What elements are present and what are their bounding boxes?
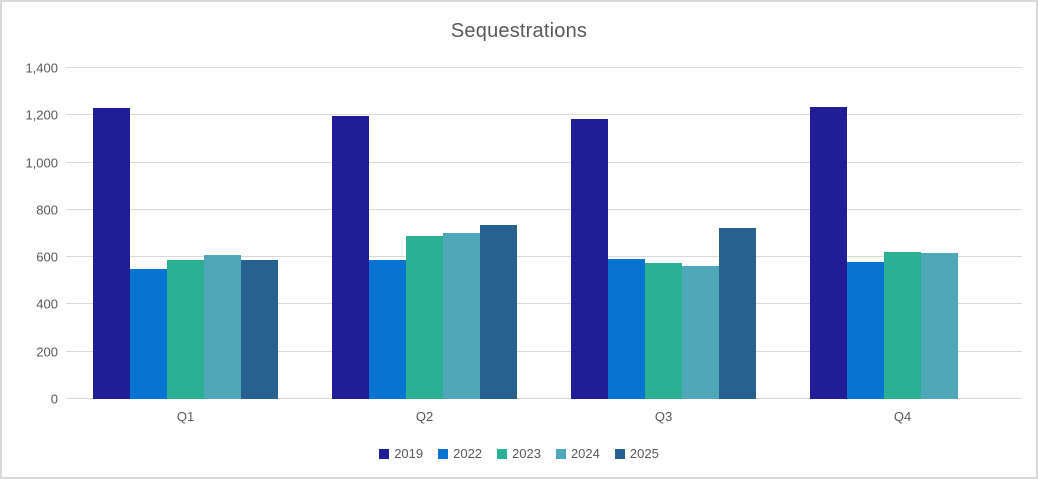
plot-area: [66, 67, 1022, 399]
y-tick-label-1000: 1,000: [25, 155, 58, 171]
legend-swatch-icon-2024: [555, 448, 566, 459]
bar-2022-q3: [608, 259, 645, 399]
y-tick-label-0: 0: [50, 391, 58, 407]
bar-group-q2: [305, 68, 544, 399]
gridline-400: [66, 303, 1022, 305]
legend: 2019 2022 2023 2024 2025: [2, 446, 1036, 461]
x-tick-label-q4: Q4: [893, 409, 912, 424]
y-tick-label-600: 600: [36, 249, 58, 265]
y-tick-label-400: 400: [36, 296, 58, 312]
gridline-1000: [66, 161, 1022, 163]
x-tick-label-q1: Q1: [176, 409, 195, 424]
x-axis: Q1 Q2 Q3 Q4: [66, 409, 1022, 424]
legend-label-2023: 2023: [512, 446, 541, 461]
bar-2023-q3: [645, 262, 682, 399]
bar-2022-q4: [847, 262, 884, 399]
bar-2025-q1: [241, 259, 278, 399]
legend-swatch-icon-2019: [379, 448, 390, 459]
legend-item-2024: 2024: [555, 446, 600, 461]
bar-2024-q4: [921, 253, 958, 399]
gridline-1200: [66, 114, 1022, 116]
bar-2024-q1: [204, 255, 241, 399]
legend-label-2025: 2025: [629, 446, 659, 461]
bar-2019-q3: [571, 119, 608, 399]
legend-swatch-icon-2025: [614, 448, 625, 459]
bar-2025-q2: [480, 224, 517, 399]
legend-swatch-icon-2023: [497, 448, 508, 459]
y-tick-label-200: 200: [36, 344, 58, 360]
bar-2019-q1: [93, 107, 130, 399]
legend-item-2022: 2022: [438, 446, 482, 461]
gridline-200: [66, 350, 1022, 352]
legend-item-2019: 2019: [379, 446, 423, 461]
y-tick-label-800: 800: [36, 202, 58, 218]
legend-label-2022: 2022: [453, 446, 483, 461]
bar-2019-q4: [810, 106, 847, 399]
bar-group-q4: [783, 68, 1022, 399]
bar-2019-q2: [332, 116, 369, 399]
bar-group-q3: [544, 68, 783, 399]
bar-2022-q1: [130, 268, 167, 399]
y-tick-label-1200: 1,200: [25, 107, 58, 123]
legend-item-2023: 2023: [497, 446, 541, 461]
gridline-0: [66, 398, 1022, 399]
bar-2025-q3: [719, 228, 756, 399]
bar-2024-q3: [682, 265, 719, 399]
bar-2023-q1: [167, 259, 204, 399]
bar-2023-q2: [406, 235, 443, 399]
legend-swatch-icon-2022: [438, 448, 449, 459]
y-axis: 0 200 400 600 800 1,000 1,200 1,400: [2, 61, 58, 407]
bar-2022-q2: [369, 260, 406, 399]
x-tick-label-q2: Q2: [415, 409, 434, 424]
bar-groups: [66, 68, 1022, 399]
chart-title: Sequestrations: [450, 20, 588, 42]
y-tick-label-1400: 1,400: [25, 60, 58, 76]
legend-label-2019: 2019: [394, 446, 424, 461]
gridline-1400: [66, 67, 1022, 68]
bar-2023-q4: [884, 252, 921, 399]
legend-item-2025: 2025: [614, 446, 659, 461]
gridline-800: [66, 208, 1022, 210]
x-tick-label-q3: Q3: [654, 409, 673, 424]
legend-label-2024: 2024: [570, 446, 600, 461]
gridline-600: [66, 256, 1022, 258]
bar-group-q1: [66, 68, 305, 399]
bar-2024-q2: [443, 233, 480, 399]
